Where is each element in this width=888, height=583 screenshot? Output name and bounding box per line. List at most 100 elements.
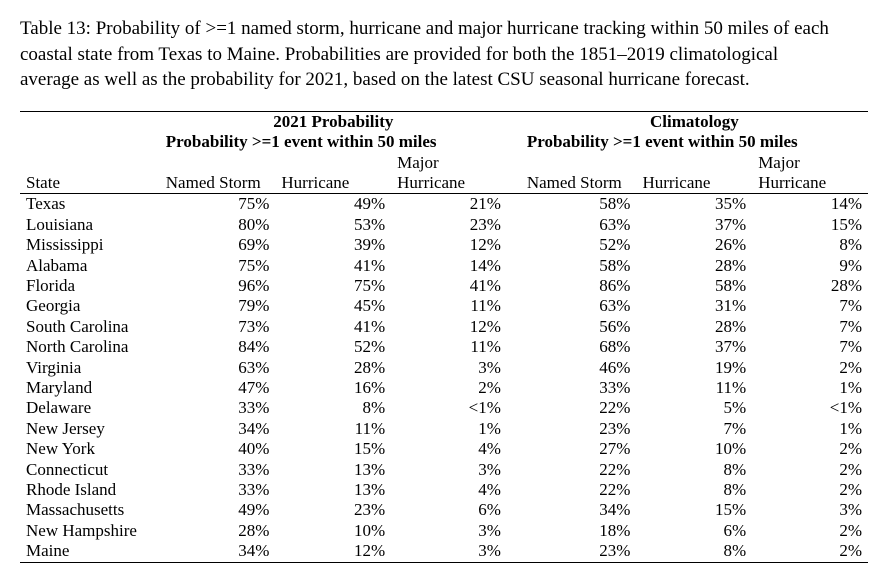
table-row: Louisiana80%53%23%63%37%15% xyxy=(20,215,868,235)
cell-clim-hurricane: 26% xyxy=(636,235,752,255)
cell-clim-major-hurricane: 2% xyxy=(752,358,868,378)
spacer-cell xyxy=(507,132,521,152)
spacer-cell xyxy=(507,235,521,255)
cell-state: New Jersey xyxy=(20,419,160,439)
cell-2021-hurricane: 23% xyxy=(275,500,391,520)
cell-2021-named-storm: 84% xyxy=(160,337,276,357)
cell-2021-hurricane: 49% xyxy=(275,194,391,215)
cell-2021-major-hurricane: 3% xyxy=(391,541,507,562)
spacer-cell xyxy=(507,317,521,337)
cell-clim-named-storm: 22% xyxy=(521,480,637,500)
cell-2021-hurricane: 75% xyxy=(275,276,391,296)
cell-clim-hurricane: 37% xyxy=(636,337,752,357)
spacer-cell xyxy=(507,153,521,194)
cell-clim-named-storm: 58% xyxy=(521,256,637,276)
cell-clim-hurricane: 31% xyxy=(636,296,752,316)
cell-clim-named-storm: 22% xyxy=(521,460,637,480)
cell-2021-named-storm: 69% xyxy=(160,235,276,255)
cell-state: Connecticut xyxy=(20,460,160,480)
spacer-cell xyxy=(507,111,521,132)
cell-clim-named-storm: 86% xyxy=(521,276,637,296)
spacer-cell xyxy=(507,276,521,296)
cell-state: Georgia xyxy=(20,296,160,316)
probability-table: 2021 Probability Climatology Probability… xyxy=(20,111,868,563)
blank-cell xyxy=(20,132,160,152)
cell-clim-major-hurricane: 9% xyxy=(752,256,868,276)
spacer-cell xyxy=(507,439,521,459)
cell-2021-major-hurricane: 11% xyxy=(391,296,507,316)
cell-2021-hurricane: 15% xyxy=(275,439,391,459)
cell-clim-major-hurricane: 7% xyxy=(752,296,868,316)
cell-2021-major-hurricane: 3% xyxy=(391,521,507,541)
col-state: State xyxy=(20,153,160,194)
cell-2021-major-hurricane: 11% xyxy=(391,337,507,357)
spacer-cell xyxy=(507,419,521,439)
cell-clim-named-storm: 63% xyxy=(521,296,637,316)
cell-2021-major-hurricane: 23% xyxy=(391,215,507,235)
cell-clim-named-storm: 23% xyxy=(521,541,637,562)
cell-clim-major-hurricane: 2% xyxy=(752,439,868,459)
cell-clim-hurricane: 58% xyxy=(636,276,752,296)
cell-clim-major-hurricane: 2% xyxy=(752,460,868,480)
cell-2021-hurricane: 11% xyxy=(275,419,391,439)
table-row: Texas75%49%21%58%35%14% xyxy=(20,194,868,215)
group-header-row: 2021 Probability Climatology xyxy=(20,111,868,132)
cell-2021-named-storm: 34% xyxy=(160,419,276,439)
cell-2021-hurricane: 13% xyxy=(275,480,391,500)
column-header-row: State Named Storm Hurricane Major Hurric… xyxy=(20,153,868,194)
col-named-storm: Named Storm xyxy=(521,153,637,194)
page: Table 13: Probability of >=1 named storm… xyxy=(0,0,888,583)
cell-clim-hurricane: 7% xyxy=(636,419,752,439)
group-header-climatology: Climatology xyxy=(521,111,868,132)
cell-2021-named-storm: 80% xyxy=(160,215,276,235)
cell-2021-major-hurricane: 3% xyxy=(391,358,507,378)
cell-state: Texas xyxy=(20,194,160,215)
cell-2021-hurricane: 53% xyxy=(275,215,391,235)
cell-clim-major-hurricane: <1% xyxy=(752,398,868,418)
cell-clim-major-hurricane: 2% xyxy=(752,541,868,562)
cell-2021-major-hurricane: 6% xyxy=(391,500,507,520)
spacer-cell xyxy=(507,215,521,235)
cell-2021-hurricane: 39% xyxy=(275,235,391,255)
sub-header-row: Probability >=1 event within 50 miles Pr… xyxy=(20,132,868,152)
cell-clim-major-hurricane: 7% xyxy=(752,337,868,357)
table-row: New York40%15%4%27%10%2% xyxy=(20,439,868,459)
cell-2021-major-hurricane: 2% xyxy=(391,378,507,398)
spacer-cell xyxy=(507,521,521,541)
cell-clim-hurricane: 8% xyxy=(636,460,752,480)
spacer-cell xyxy=(507,398,521,418)
cell-2021-named-storm: 96% xyxy=(160,276,276,296)
cell-2021-major-hurricane: 4% xyxy=(391,439,507,459)
spacer-cell xyxy=(507,480,521,500)
cell-2021-major-hurricane: 21% xyxy=(391,194,507,215)
cell-clim-named-storm: 52% xyxy=(521,235,637,255)
table-row: North Carolina84%52%11%68%37%7% xyxy=(20,337,868,357)
table-row: Georgia79%45%11%63%31%7% xyxy=(20,296,868,316)
cell-2021-major-hurricane: 12% xyxy=(391,235,507,255)
cell-2021-named-storm: 40% xyxy=(160,439,276,459)
spacer-cell xyxy=(507,194,521,215)
col-hurricane: Hurricane xyxy=(636,153,752,194)
cell-clim-named-storm: 22% xyxy=(521,398,637,418)
cell-2021-major-hurricane: 41% xyxy=(391,276,507,296)
cell-2021-major-hurricane: 1% xyxy=(391,419,507,439)
cell-2021-major-hurricane: 14% xyxy=(391,256,507,276)
cell-2021-hurricane: 41% xyxy=(275,317,391,337)
cell-clim-named-storm: 56% xyxy=(521,317,637,337)
cell-clim-major-hurricane: 2% xyxy=(752,521,868,541)
cell-2021-named-storm: 79% xyxy=(160,296,276,316)
col-named-storm: Named Storm xyxy=(160,153,276,194)
cell-clim-named-storm: 33% xyxy=(521,378,637,398)
blank-cell xyxy=(20,111,160,132)
spacer-cell xyxy=(507,500,521,520)
cell-2021-named-storm: 28% xyxy=(160,521,276,541)
cell-2021-named-storm: 73% xyxy=(160,317,276,337)
cell-clim-major-hurricane: 3% xyxy=(752,500,868,520)
cell-state: Rhode Island xyxy=(20,480,160,500)
cell-clim-hurricane: 5% xyxy=(636,398,752,418)
cell-2021-named-storm: 33% xyxy=(160,480,276,500)
cell-2021-named-storm: 63% xyxy=(160,358,276,378)
table-row: Florida96%75%41%86%58%28% xyxy=(20,276,868,296)
cell-state: Delaware xyxy=(20,398,160,418)
cell-clim-hurricane: 8% xyxy=(636,480,752,500)
